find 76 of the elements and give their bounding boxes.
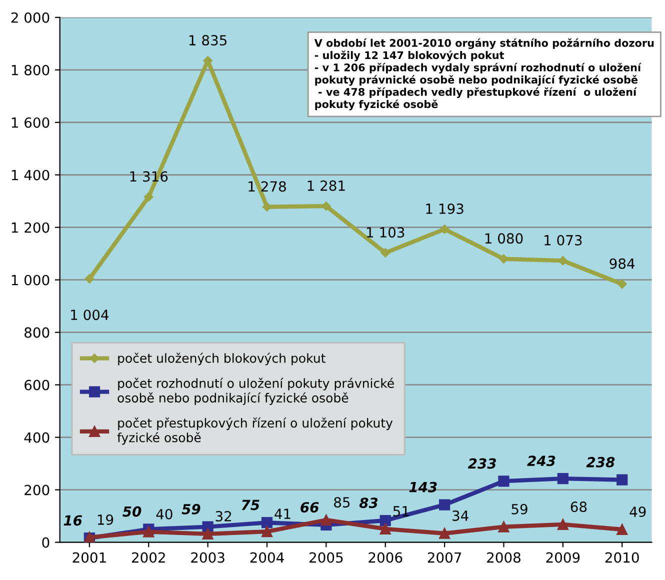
point [616,524,628,535]
legend-label: počet přestupkových řízení o uložení pokuty fyzické osobě [117,417,393,445]
point [616,474,628,486]
x-tick-label: 2010 [605,552,639,563]
point [84,274,94,284]
data-label: 49 [630,506,646,518]
y-tick-label: 2 000 [11,12,50,23]
point [617,279,627,289]
data-label: 984 [610,258,635,269]
legend-label: počet rozhodnutí o uložení pokuty právnické osobě nebo podnikající fyzické osobě [118,378,394,405]
data-label: 19 [98,514,114,525]
x-tick-label: 2009 [546,552,580,563]
point [320,514,332,526]
data-label: 34 [452,510,468,521]
x-tick-label: 2004 [250,552,284,563]
x-tick-label: 2008 [487,552,520,563]
data-label: 1 080 [485,233,523,244]
y-tick-label: 0 [42,537,50,548]
data-label: 32 [216,510,232,522]
y-tick-label: 1 200 [12,222,50,233]
point [202,528,214,540]
y-tick-label: 800 [24,327,50,338]
data-label: 51 [393,506,409,516]
annotation: V období let 2001-2010 orgány státního požárního dozoru - uložily 12 147 blokových pokut - v 1 206 případech vydaly správní rozhodnutí o uložení pokuty právnické osobě nebo podnikající fyzické osobě - ve 478 případech vedly přestupkové řízení o uložení pokuty fyzické osobě [314,38,654,110]
y-tick-label: 200 [24,484,50,496]
point [322,201,331,211]
point [498,521,510,532]
y-tick-label: 1 800 [12,64,50,76]
point [261,517,273,528]
point [261,526,273,538]
y-tick-label: 1 000 [12,274,50,286]
legend-label: počet uložených blokových pokut [118,352,326,366]
point [438,528,450,539]
data-label: 40 [156,508,172,520]
data-label: 243 [527,456,556,466]
data-label: 1 281 [308,180,345,191]
point [380,523,391,534]
y-tick-label: 400 [24,432,50,443]
point [380,248,390,258]
data-label: 41 [274,508,290,519]
data-label: 1 278 [248,181,286,192]
data-label: 85 [334,497,350,508]
data-label: 238 [586,456,615,468]
point [143,526,154,538]
data-label: 66 [300,502,319,513]
data-label: 1 004 [71,310,109,320]
point [557,472,568,484]
x-tick-label: 2005 [310,552,343,563]
data-label: 59 [512,504,528,514]
x-tick-label: 2007 [428,552,462,563]
point [380,514,391,526]
x-tick-label: 2006 [368,552,402,563]
data-label: 75 [242,500,260,510]
y-tick-label: 1 400 [12,170,50,180]
data-label: 50 [122,506,142,517]
point [438,499,450,510]
data-label: 1 103 [367,227,404,238]
y-tick-label: 600 [24,380,50,390]
point [144,192,154,202]
data-label: 1 193 [426,204,464,214]
data-label: 233 [468,458,496,469]
x-tick-label: 2002 [132,552,165,563]
point [440,224,450,234]
data-label: 1 073 [544,234,582,246]
y-tick-label: 1 600 [12,117,50,128]
point [557,518,568,530]
point [498,476,510,487]
data-label: 83 [359,498,378,508]
data-label: 143 [409,482,437,492]
point [558,256,568,266]
data-label: 68 [570,502,587,512]
data-label: 1 835 [189,35,226,46]
data-label: 16 [64,515,82,526]
x-tick-label: 2003 [191,552,224,563]
data-label: 59 [182,504,200,514]
x-tick-label: 2001 [72,552,106,563]
